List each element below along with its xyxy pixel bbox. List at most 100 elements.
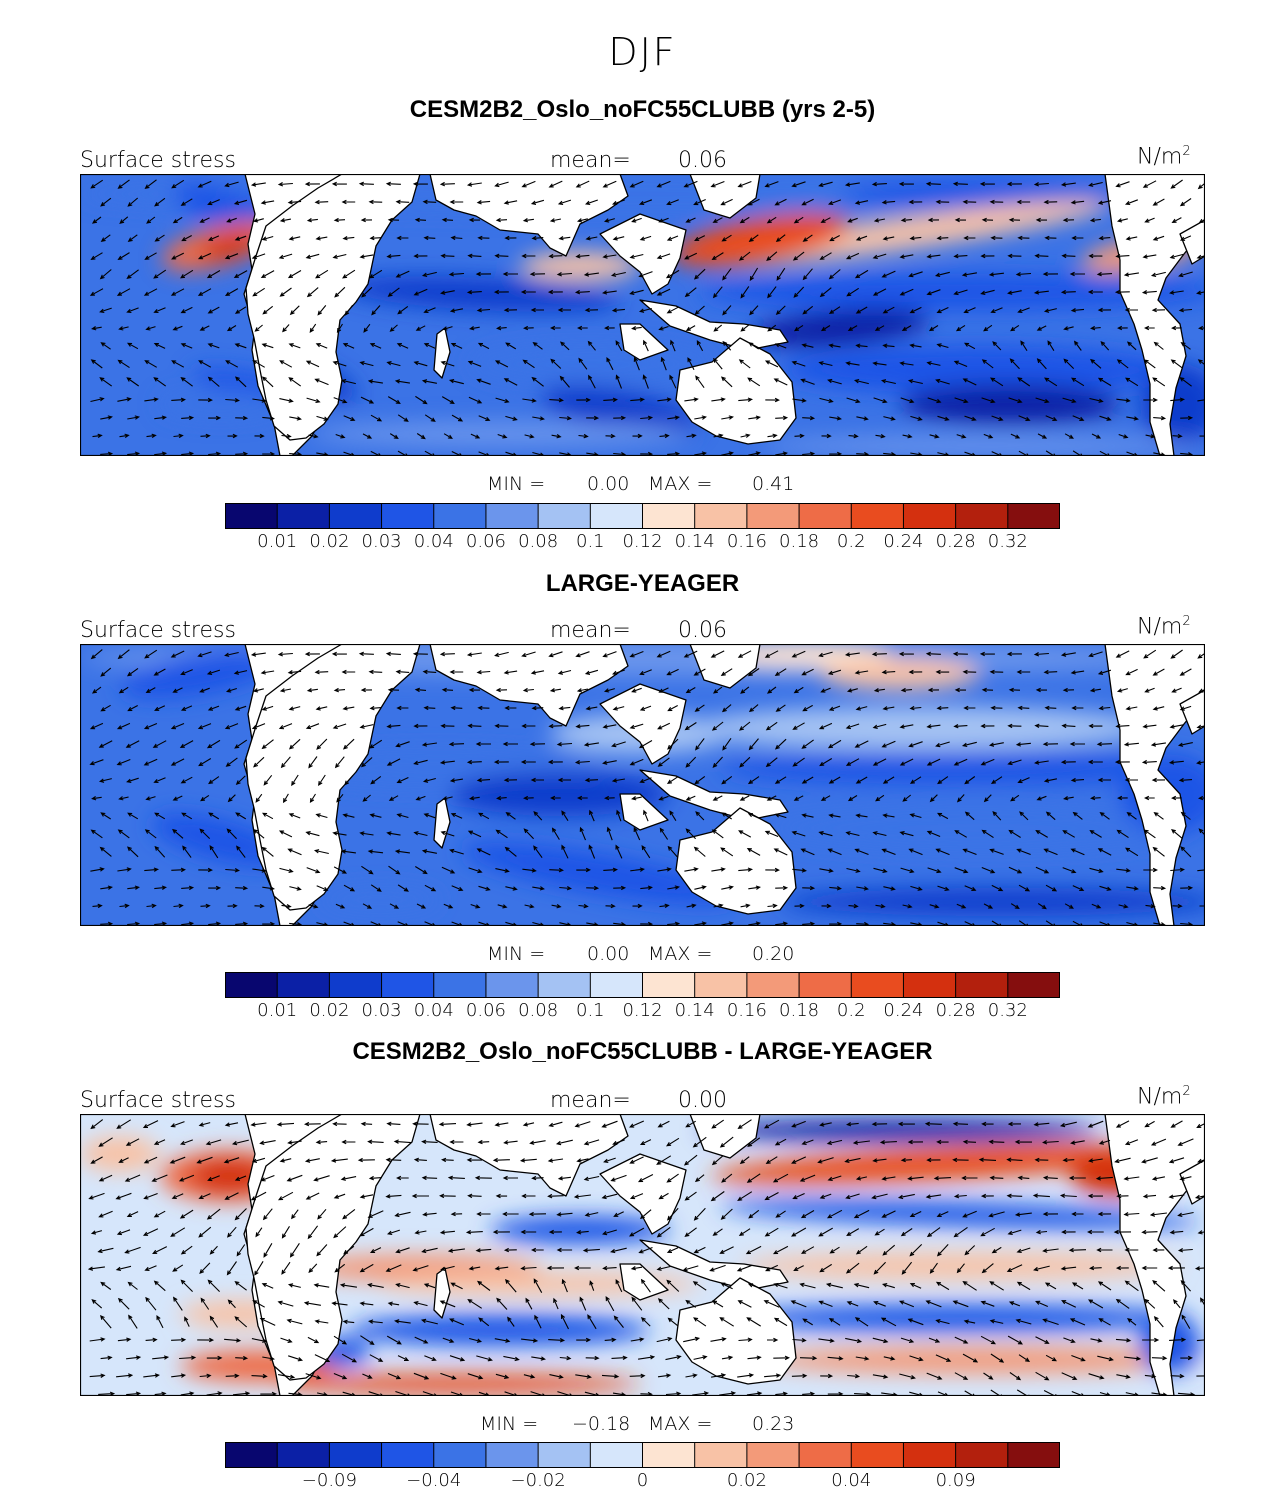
vector-arrow bbox=[605, 433, 616, 439]
vector-arrow bbox=[604, 325, 615, 331]
vector-arrow bbox=[494, 651, 509, 658]
vector-arrow bbox=[1098, 1318, 1111, 1326]
vector-arrow bbox=[89, 288, 104, 296]
vector-arrow bbox=[451, 885, 464, 891]
vector-arrow bbox=[639, 235, 652, 241]
vector-arrow bbox=[1178, 308, 1193, 313]
vector-arrow bbox=[236, 845, 246, 858]
vector-arrow bbox=[799, 1355, 818, 1361]
vector-arrow bbox=[1042, 1175, 1058, 1181]
vector-arrow bbox=[422, 777, 436, 783]
vector-arrow bbox=[226, 217, 237, 223]
vector-arrow bbox=[872, 1374, 889, 1379]
vector-arrow bbox=[763, 1300, 780, 1308]
vector-arrow bbox=[316, 885, 329, 891]
vector-arrow bbox=[316, 1244, 328, 1257]
vector-arrow bbox=[385, 1264, 402, 1272]
vector-arrow bbox=[235, 415, 249, 421]
colorbar-tick-label: −0.02 bbox=[510, 1470, 566, 1491]
vector-arrow bbox=[773, 848, 788, 856]
vector-arrow bbox=[559, 416, 572, 421]
vector-arrow bbox=[181, 235, 192, 242]
vector-arrow bbox=[962, 1281, 977, 1291]
vector-arrow bbox=[288, 813, 301, 819]
vector-arrow bbox=[630, 867, 645, 872]
vector-arrow bbox=[875, 433, 886, 439]
vector-arrow bbox=[449, 1318, 465, 1326]
vector-arrow bbox=[853, 1209, 870, 1219]
vector-arrow bbox=[208, 921, 222, 926]
vector-arrow bbox=[602, 1229, 617, 1236]
vector-arrow bbox=[1170, 649, 1183, 659]
vector-arrow bbox=[440, 830, 455, 837]
vector-arrow bbox=[1042, 1318, 1059, 1326]
vector-arrow bbox=[226, 828, 237, 840]
vector-arrow bbox=[764, 1373, 782, 1378]
vector-arrow bbox=[956, 903, 967, 909]
vector-arrow bbox=[1062, 1157, 1075, 1163]
vector-arrow bbox=[468, 1266, 481, 1271]
vector-arrow bbox=[773, 1355, 790, 1361]
vector-arrow bbox=[952, 1157, 969, 1163]
vector-arrow bbox=[845, 723, 860, 730]
vector-arrow bbox=[1152, 668, 1165, 676]
vector-arrow bbox=[845, 1193, 860, 1200]
vector-arrow bbox=[686, 903, 697, 908]
vector-arrow bbox=[331, 651, 347, 657]
vector-arrow bbox=[555, 1139, 573, 1146]
vector-arrow bbox=[171, 252, 185, 260]
vector-arrow bbox=[1143, 397, 1158, 403]
vector-arrow bbox=[740, 324, 750, 332]
vector-arrow bbox=[547, 1193, 564, 1199]
vector-arrow bbox=[1177, 1248, 1193, 1253]
vector-arrow bbox=[1007, 1121, 1022, 1127]
vector-arrow bbox=[496, 325, 507, 331]
vector-arrow bbox=[1070, 200, 1085, 205]
vector-arrow bbox=[1061, 723, 1076, 729]
vector-arrow bbox=[1125, 377, 1139, 387]
vector-arrow bbox=[421, 1175, 438, 1181]
vector-arrow bbox=[1088, 1373, 1105, 1380]
vector-arrow bbox=[330, 1158, 348, 1163]
vector-arrow bbox=[127, 885, 140, 890]
vector-arrow bbox=[1006, 1157, 1023, 1162]
vector-arrow bbox=[331, 1301, 348, 1306]
vector-arrow bbox=[467, 1299, 482, 1309]
vector-arrow bbox=[929, 904, 940, 909]
vector-arrow bbox=[738, 251, 751, 261]
vector-arrow bbox=[1008, 1301, 1021, 1307]
vector-arrow bbox=[225, 687, 237, 693]
vector-arrow bbox=[631, 217, 642, 223]
vector-arrow bbox=[119, 216, 129, 225]
vector-arrow bbox=[926, 724, 941, 729]
vector-arrow bbox=[956, 1263, 965, 1274]
land-outline bbox=[1179, 689, 1205, 735]
vector-arrow bbox=[1016, 1281, 1031, 1291]
vector-arrow bbox=[800, 378, 815, 385]
colorbar-swatch bbox=[799, 1442, 852, 1468]
vector-arrow bbox=[556, 1212, 573, 1217]
vector-arrow bbox=[1125, 236, 1138, 241]
vector-arrow bbox=[1071, 1211, 1084, 1217]
vector-arrow bbox=[439, 651, 455, 657]
vector-arrow bbox=[1036, 325, 1047, 331]
vector-arrow bbox=[475, 1248, 492, 1253]
colorbar-swatch bbox=[433, 503, 487, 529]
vector-arrow bbox=[1061, 1300, 1077, 1308]
vector-arrow bbox=[305, 831, 320, 837]
vector-arrow bbox=[924, 1121, 942, 1127]
vector-arrow bbox=[1173, 1299, 1181, 1309]
vector-arrow bbox=[1072, 885, 1085, 892]
vector-arrow bbox=[952, 1121, 969, 1127]
vector-arrow bbox=[694, 921, 707, 926]
vector-arrow bbox=[983, 1372, 994, 1380]
vector-arrow bbox=[387, 687, 400, 693]
vector-arrow bbox=[118, 1157, 129, 1163]
vector-arrow bbox=[1152, 1247, 1165, 1253]
vector-arrow bbox=[524, 904, 535, 909]
vector-arrow bbox=[747, 813, 760, 819]
colorbar-tick-label: −0.04 bbox=[406, 1470, 462, 1491]
vector-arrow bbox=[1087, 289, 1103, 295]
vector-arrow bbox=[576, 397, 591, 403]
colorbar-tick-label: 0.2 bbox=[836, 1000, 866, 1021]
